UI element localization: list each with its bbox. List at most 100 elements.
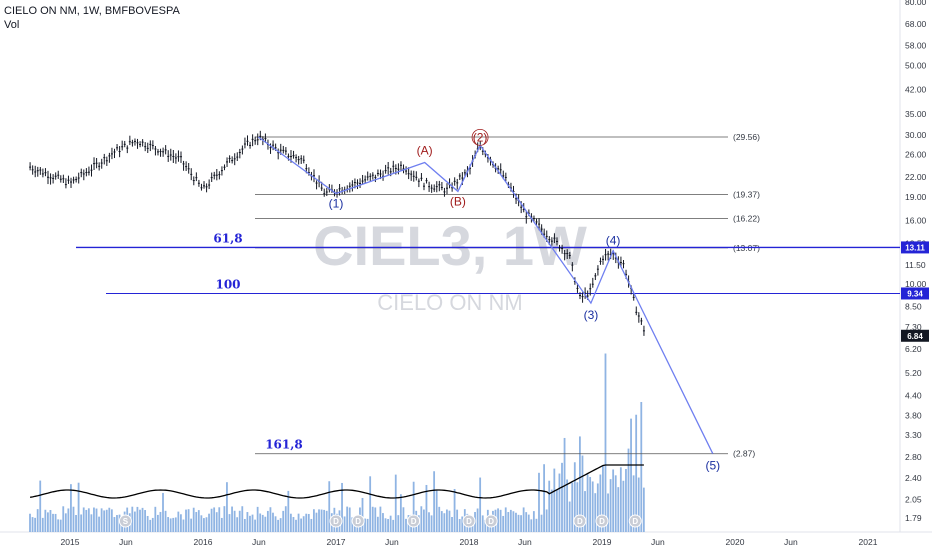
y-tick-label: 11.50: [905, 260, 926, 270]
chart-title[interactable]: CIELO ON NM, 1W, BMFBOVESPA: [4, 5, 180, 17]
price-tag: [901, 241, 929, 254]
volume-bar: [607, 493, 609, 532]
x-tick-label: Jun: [518, 537, 532, 547]
volume-bar: [172, 517, 175, 532]
volume-bar: [394, 474, 397, 532]
volume-bar: [282, 510, 285, 532]
volume-bar: [586, 474, 589, 532]
volume-bar: [346, 506, 349, 532]
event-badge-label: D: [466, 517, 472, 526]
volume-bar: [527, 514, 530, 532]
y-tick-label: 50.00: [905, 61, 927, 71]
volume-bar: [177, 511, 180, 532]
volume-bar: [604, 353, 607, 532]
volume-bar: [435, 490, 438, 532]
price-tag: [901, 287, 929, 300]
level-label: (2.87): [733, 449, 755, 459]
volume-bar: [246, 512, 249, 532]
volume-bar: [274, 516, 277, 532]
volume-bar: [139, 509, 141, 532]
y-tick-label: 5.20: [905, 368, 922, 378]
x-tick-label: Jun: [119, 537, 133, 547]
y-tick-label: 2.05: [905, 494, 922, 504]
x-tick-label: 2017: [327, 537, 346, 547]
volume-bar: [215, 512, 218, 532]
volume-bar: [525, 512, 528, 532]
y-tick-label: 4.40: [905, 391, 922, 401]
volume-bar: [223, 506, 226, 532]
volume-bar: [320, 509, 323, 532]
volume-bar: [640, 401, 643, 532]
price-tag-label: 13.11: [905, 243, 925, 252]
volume-bar: [208, 513, 210, 532]
volume-bar: [310, 518, 313, 532]
elliott-wave-path[interactable]: (1) (A) (B) (2) (3) (4) (5): [258, 128, 720, 473]
volume-bar: [141, 507, 144, 532]
volume-bar: [277, 519, 279, 532]
volume-bar: [520, 515, 522, 532]
volume-bar: [31, 517, 34, 532]
volume-bar: [481, 515, 484, 532]
last-price-label: 6.84: [907, 332, 923, 341]
volume-bar: [553, 468, 556, 532]
volume-bar: [256, 506, 259, 532]
volume-bar: [512, 511, 515, 532]
y-axis[interactable]: 80.00 68.00 58.00 50.00 42.00 35.00 30.00 26.00…: [905, 0, 927, 523]
volume-bar: [36, 509, 39, 532]
volume-bar: [64, 513, 67, 532]
volume-bar: [238, 510, 241, 532]
x-axis[interactable]: 2015 Jun 2016 Jun 2017 Jun 2018 Jun 2019 Jun 2020 J…: [61, 537, 878, 547]
volume-bar: [113, 517, 116, 532]
event-badge: [462, 514, 476, 528]
volume-bar: [548, 480, 551, 532]
volume-bar: [44, 509, 47, 532]
x-tick-label: Jun: [252, 537, 266, 547]
wave-label: (A): [417, 144, 433, 158]
volume-bar: [619, 467, 622, 532]
volume-bar: [507, 512, 510, 532]
volume-bar: [412, 481, 415, 532]
volume-bar: [535, 518, 538, 532]
y-tick-label: 35.00: [905, 109, 927, 119]
volume-bar: [622, 480, 625, 532]
volume-bar: [154, 506, 157, 532]
volume-bar: [451, 516, 453, 532]
volume-bar: [300, 518, 303, 532]
volume-bar: [82, 507, 85, 532]
volume-bar: [397, 515, 400, 532]
volume-bar: [269, 507, 272, 532]
volume-bar: [484, 519, 487, 532]
volume-bar: [530, 519, 533, 532]
volume-bar: [568, 501, 571, 532]
volume-bar: [289, 513, 292, 532]
x-tick-label: 2019: [593, 537, 612, 547]
event-badge-label: D: [355, 517, 361, 526]
volume-bar: [376, 516, 379, 532]
volume-bar: [341, 482, 343, 532]
event-badge: [118, 514, 132, 528]
volume-bar: [185, 509, 187, 532]
wave-label: (B): [450, 194, 466, 208]
event-badge: [329, 514, 343, 528]
volume-bar: [617, 487, 620, 532]
volume-bar: [596, 483, 599, 532]
event-badge-label: D: [599, 517, 605, 526]
volume-bar: [576, 482, 579, 532]
volume-bar: [594, 493, 597, 532]
volume-bar: [62, 506, 65, 532]
x-tick-label: 2015: [61, 537, 80, 547]
event-badge: [595, 514, 609, 528]
y-tick-label: 7.30: [905, 322, 922, 332]
volume-bar: [29, 513, 31, 532]
volume-bar: [561, 462, 563, 532]
y-tick-label: 80.00: [905, 0, 927, 7]
volume-indicator-label[interactable]: Vol: [4, 19, 19, 31]
volume-bar: [67, 508, 70, 532]
level-label: (19.37): [733, 189, 760, 199]
volume-bar: [325, 510, 328, 532]
watermark-name: CIELO ON NM: [377, 290, 522, 315]
event-badge-label: D: [577, 517, 583, 526]
volume-bar: [231, 506, 233, 532]
